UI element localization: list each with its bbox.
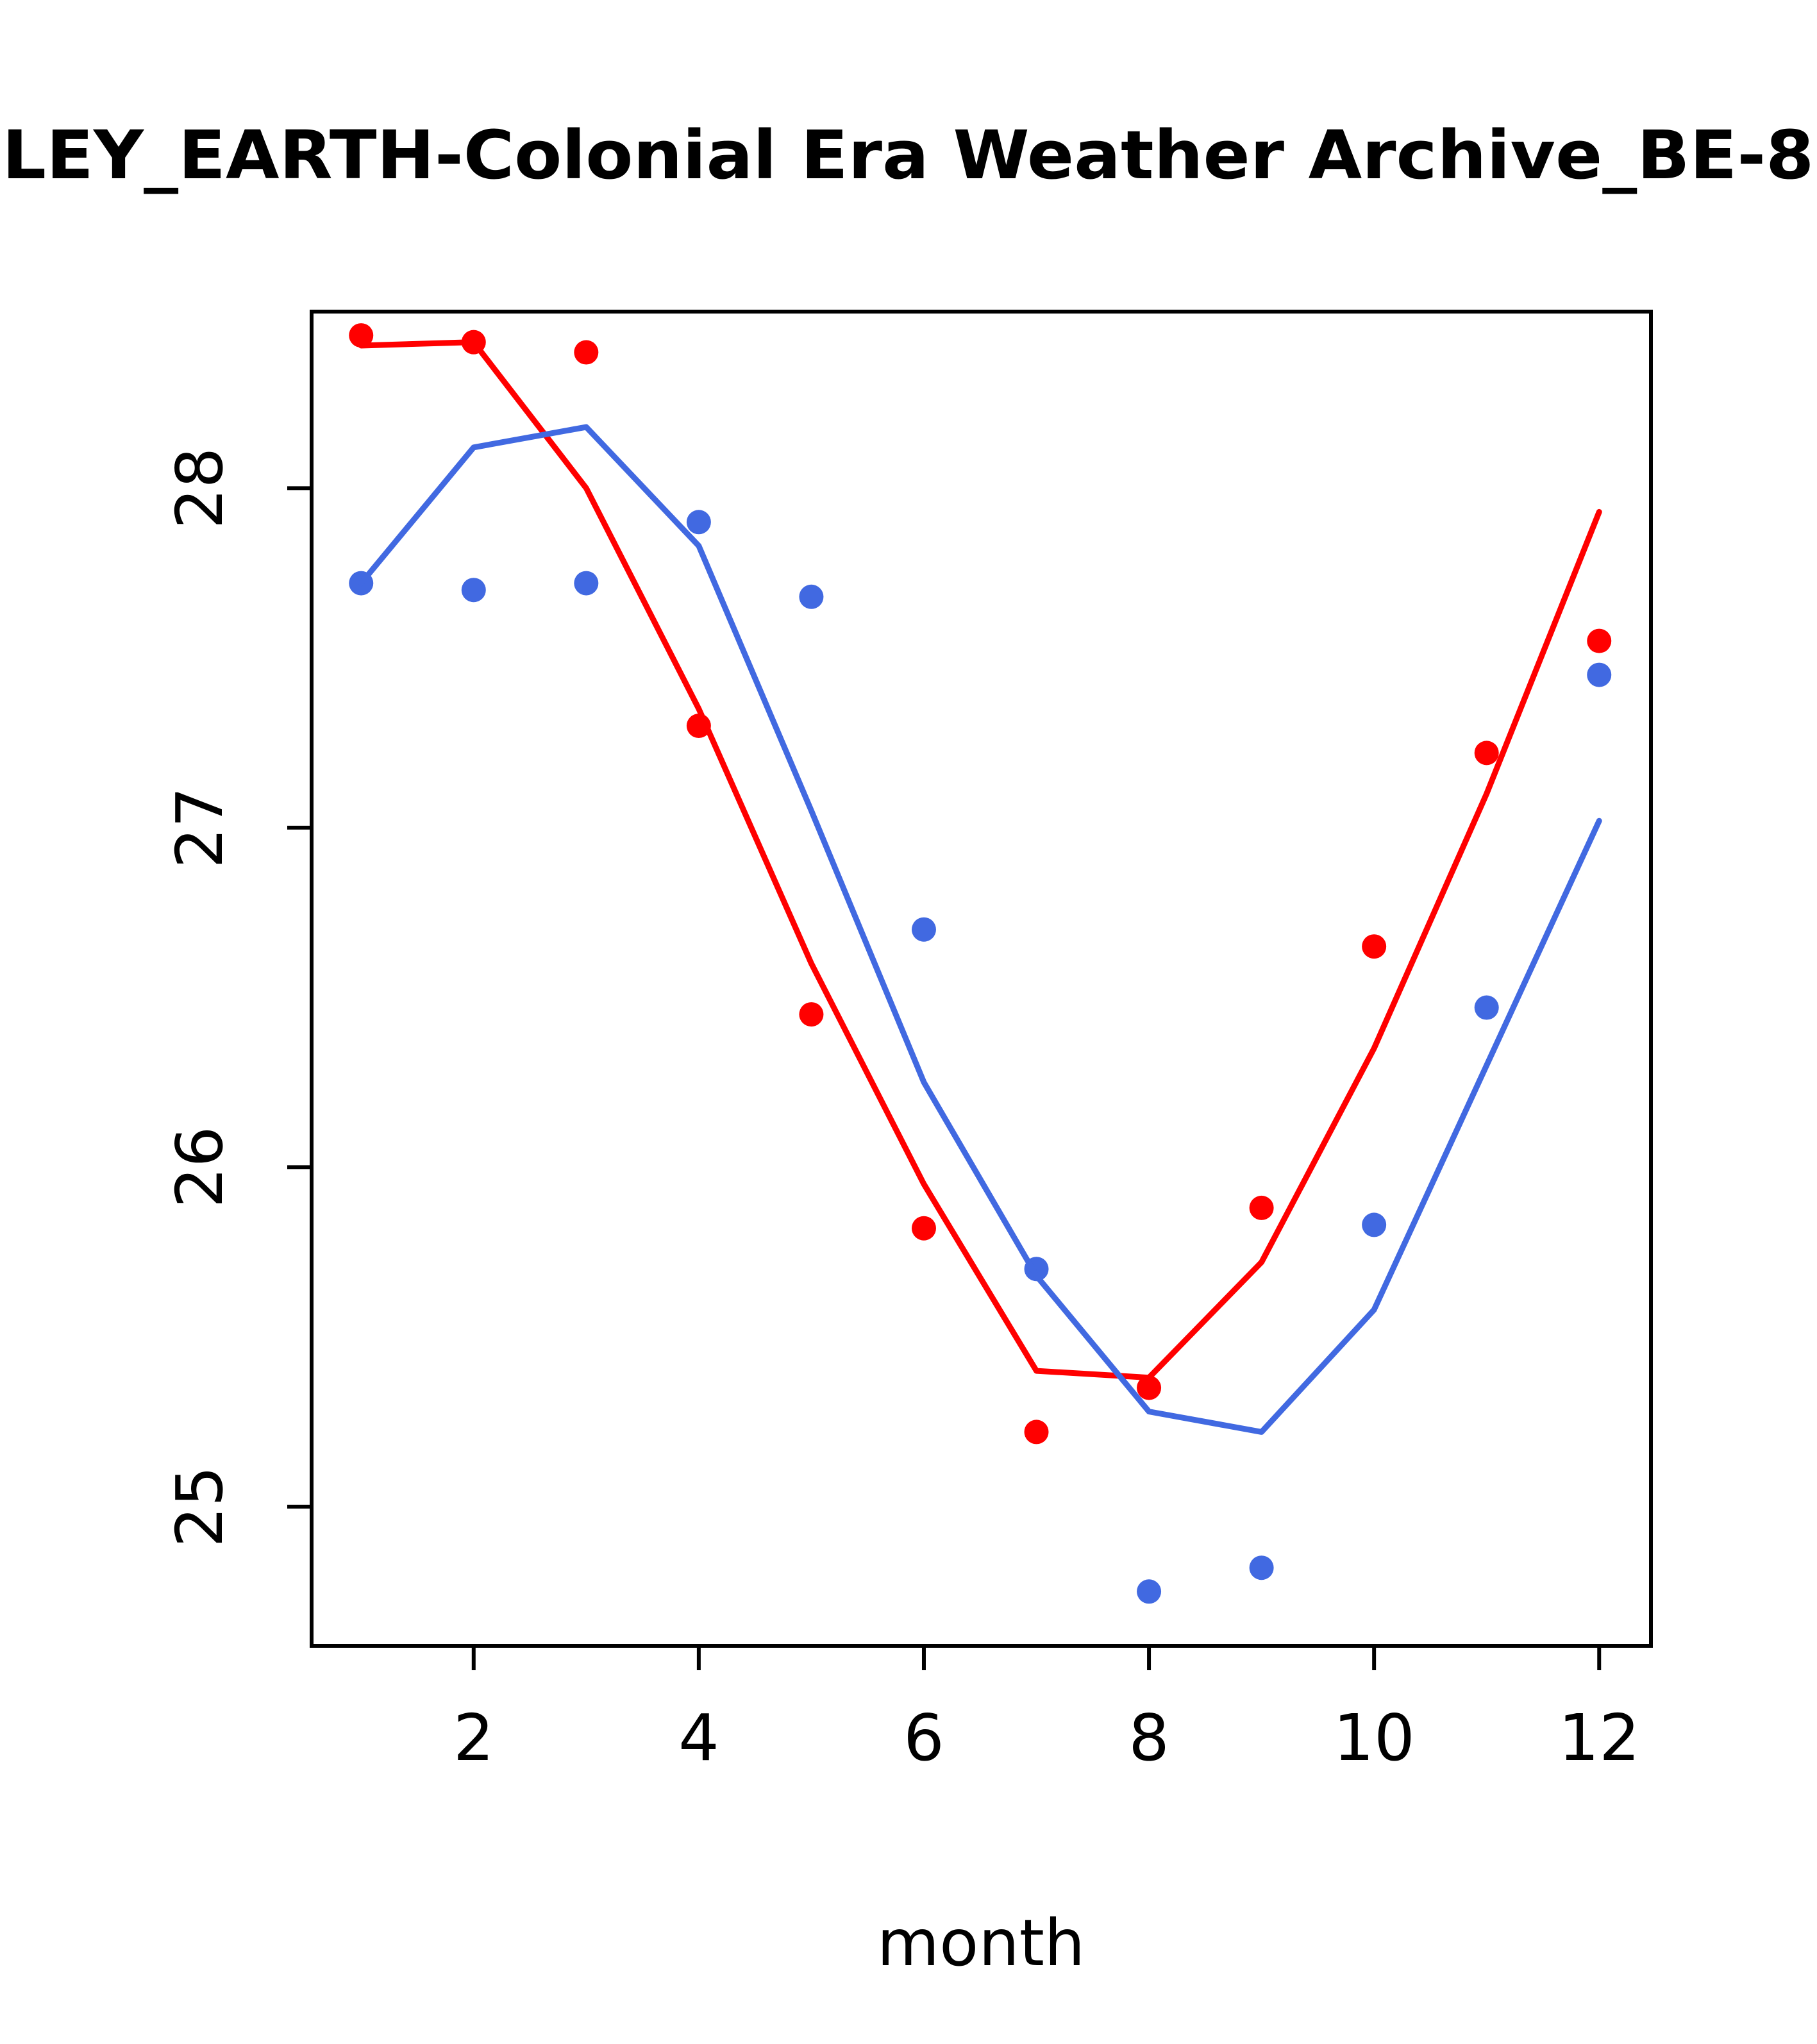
blue-monthly-points	[1249, 1555, 1274, 1580]
red-monthly-points	[1137, 1375, 1162, 1400]
y-axis-tick-label: 28	[162, 448, 237, 529]
red-monthly-points	[1587, 628, 1612, 653]
blue-monthly-points	[911, 917, 936, 942]
red-monthly-points	[799, 1002, 824, 1027]
blue-monthly-points	[799, 584, 824, 609]
red-monthly-points	[911, 1216, 936, 1241]
blue-monthly-points	[461, 578, 486, 603]
blue-monthly-points	[574, 571, 599, 596]
x-axis-tick-label: 8	[1128, 1700, 1169, 1775]
x-axis-tick-label: 4	[678, 1700, 719, 1775]
y-axis-tick-label: 26	[162, 1127, 237, 1208]
x-axis-tick-label: 6	[903, 1700, 944, 1775]
red-monthly-points	[1474, 741, 1499, 766]
x-axis-tick-label: 12	[1559, 1700, 1640, 1775]
red-trend-line	[358, 339, 1602, 1381]
red-monthly-points	[1362, 934, 1387, 959]
y-axis-tick-label: 25	[162, 1466, 237, 1547]
y-axis-tick-label: 27	[162, 787, 237, 868]
blue-monthly-points	[686, 510, 711, 535]
red-monthly-points	[1249, 1195, 1274, 1220]
x-axis-tick-label: 10	[1334, 1700, 1415, 1775]
red-monthly-points	[349, 323, 374, 348]
red-monthly-points	[1024, 1420, 1049, 1445]
plot-area: 2 4 6 8 10 12 25 26 27 28	[162, 310, 1653, 1775]
blue-monthly-points	[1362, 1212, 1387, 1237]
plot-border	[310, 310, 1653, 1648]
chart-title: ELEY_EARTH-Colonial Era Weather Archive_…	[0, 116, 1817, 194]
blue-monthly-points	[1137, 1579, 1162, 1604]
red-monthly-points	[574, 340, 599, 365]
x-axis-tick-label: 2	[453, 1700, 494, 1775]
blue-trend-line	[358, 424, 1602, 1435]
x-axis-label: month	[877, 1906, 1085, 1981]
blue-monthly-points	[1474, 995, 1499, 1020]
blue-monthly-points	[1587, 662, 1612, 687]
